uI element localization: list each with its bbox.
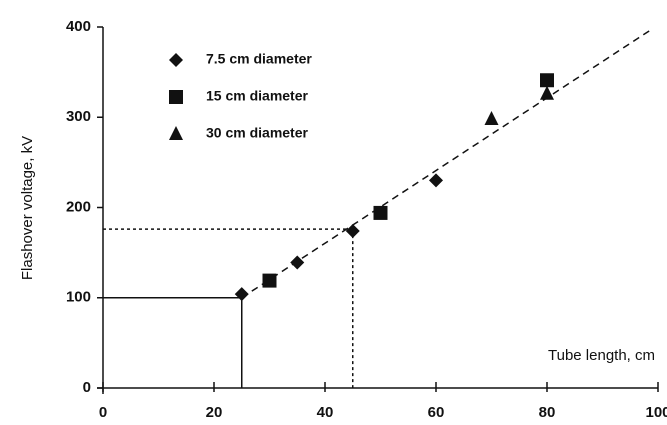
- y-tick-label: 0: [83, 379, 91, 396]
- x-tick-label: 100: [645, 404, 667, 421]
- x-tick-label: 80: [539, 404, 556, 421]
- y-tick-label: 400: [66, 18, 91, 35]
- legend-label: 7.5 cm diameter: [206, 51, 312, 67]
- y-tick-label: 100: [66, 289, 91, 306]
- marker-square: [263, 274, 277, 288]
- x-tick-label: 40: [317, 404, 334, 421]
- y-tick-label: 300: [66, 108, 91, 125]
- y-axis-label: Flashover voltage, kV: [19, 136, 36, 280]
- x-tick-label: 0: [99, 404, 107, 421]
- marker-square: [540, 73, 554, 87]
- x-axis-label: Tube length, cm: [548, 347, 655, 364]
- x-tick-label: 20: [206, 404, 223, 421]
- legend-label: 15 cm diameter: [206, 88, 308, 104]
- marker-square: [374, 206, 388, 220]
- x-tick-label: 60: [428, 404, 445, 421]
- legend-label: 30 cm diameter: [206, 125, 308, 141]
- y-tick-label: 200: [66, 198, 91, 215]
- marker-square: [169, 90, 183, 104]
- chart: Flashover voltage, kV Tube length, cm 0 1…: [0, 0, 667, 425]
